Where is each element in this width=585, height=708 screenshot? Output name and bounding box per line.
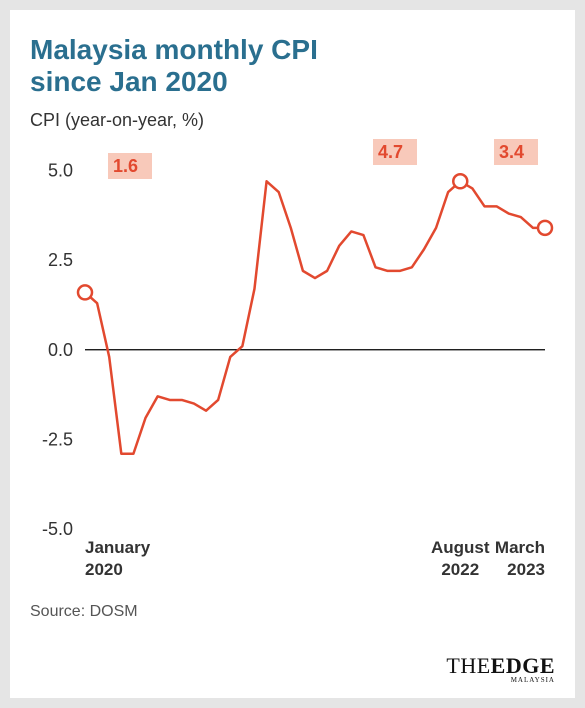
plot-area: -5.0 -2.5 0.0 2.5 5.0 1.6 4.7 3.4 January 2020 Aug… [30,139,555,579]
svg-text:4.7: 4.7 [378,142,403,162]
chart-card: Malaysia monthly CPI since Jan 2020 CPI … [10,10,575,698]
svg-text:5.0: 5.0 [48,161,73,181]
svg-text:0.0: 0.0 [48,340,73,360]
title-line-2: since Jan 2020 [30,66,228,97]
svg-text:January: January [85,538,151,557]
svg-text:2023: 2023 [507,560,545,579]
chart-subtitle: CPI (year-on-year, %) [30,110,555,131]
svg-text:August: August [431,538,490,557]
line-chart-svg: -5.0 -2.5 0.0 2.5 5.0 1.6 4.7 3.4 January 2020 Aug… [30,139,555,579]
svg-text:3.4: 3.4 [499,142,524,162]
svg-text:2022: 2022 [441,560,479,579]
svg-text:2020: 2020 [85,560,123,579]
chart-title: Malaysia monthly CPI since Jan 2020 [30,34,555,98]
brand-thin: THE [446,653,490,678]
brand-bold: EDGE [491,653,555,678]
svg-text:-5.0: -5.0 [42,519,73,539]
publisher-logo: THEEDGE MALAYSIA [446,653,555,684]
title-line-1: Malaysia monthly CPI [30,34,318,65]
svg-text:1.6: 1.6 [113,156,138,176]
svg-text:2.5: 2.5 [48,251,73,271]
svg-text:March: March [495,538,545,557]
svg-text:-2.5: -2.5 [42,430,73,450]
source-label: Source: DOSM [30,603,555,621]
